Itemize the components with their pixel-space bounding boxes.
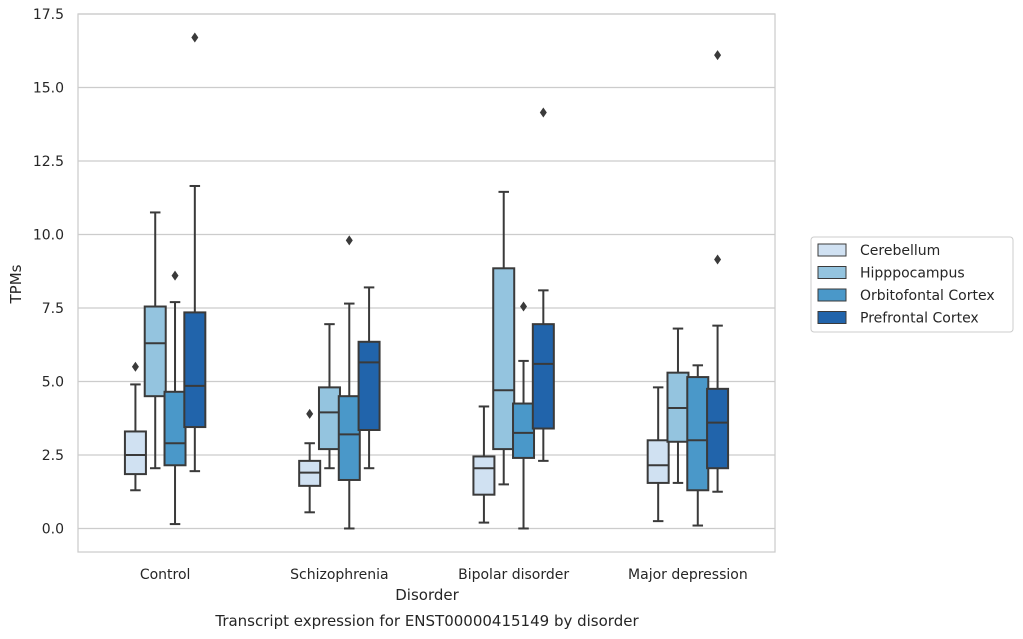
y-axis-ticks: 0.0 2.5 5.0 7.5 10.0 12.5 15.0 17.5 [33,7,64,537]
y-tick-label: 17.5 [33,7,64,23]
box-2-1 [492,190,516,486]
legend-swatch [817,266,847,279]
y-tick-label: 12.5 [33,154,64,170]
x-tick-label: Bipolar disorder [458,567,569,583]
outlier-point [171,270,179,281]
box-3-2 [686,364,710,527]
box-iqr [706,387,730,470]
box-iqr [512,402,536,459]
box-1-1 [317,323,341,470]
box-2-3 [531,107,555,462]
y-tick-label: 15.0 [33,80,64,96]
legend-label: Prefrontal Cortex [860,311,979,327]
x-tick-label: Schizophrenia [290,567,388,583]
box-1-2 [337,235,361,530]
y-tick-label: 10.0 [33,227,64,243]
box-0-2 [163,270,187,526]
plot-area-frame [77,13,776,553]
legend-swatch [817,243,847,257]
outlier-point [131,361,139,372]
y-tick-label: 0.0 [42,521,64,537]
legend-swatch [817,288,847,302]
box-3-3 [706,50,730,493]
box-iqr [337,395,361,481]
outlier-point [714,50,722,61]
box-iqr [531,323,555,430]
chart-caption: Transcript expression for ENST0000041514… [214,612,639,630]
box-iqr [492,267,516,451]
legend-frame [810,236,1014,333]
box-iqr [163,390,187,467]
box-iqr [183,311,207,429]
y-tick-label: 2.5 [42,448,64,464]
box-3-1 [666,327,690,484]
box-iqr [123,430,147,476]
legend-label: Orbitofontal Cortex [860,288,995,304]
legend-swatch [817,311,847,324]
box-3-0 [646,386,670,523]
box-0-1 [143,211,167,470]
y-tick-label: 5.0 [42,374,64,390]
outlier-point [345,235,353,246]
box-1-3 [357,286,381,470]
box-0-0 [123,361,147,492]
legend: Cerebellum Hipppocampus Orbitofontal Corte… [810,236,1014,333]
x-axis-ticks: Control Schizophrenia Bipolar disorder Majo… [140,567,748,583]
box-iqr [686,376,710,492]
box-iqr [646,439,670,484]
y-tick-label: 7.5 [42,301,64,317]
outlier-point [520,301,528,312]
box-iqr [472,455,496,496]
box-0-3 [183,32,207,473]
y-axis-label: TPMs [7,264,25,304]
box-iqr [317,386,341,451]
outlier-point [191,32,199,43]
box-1-0 [298,408,322,514]
outlier-point [714,254,722,265]
legend-label: Hipppocampus [860,266,965,282]
box-iqr [357,340,381,431]
x-tick-label: Control [140,567,191,583]
x-tick-label: Major depression [628,567,748,583]
x-axis-label: Disorder [395,586,459,604]
box-iqr [143,305,167,398]
outlier-point [539,107,547,118]
boxes [123,32,730,530]
box-2-2 [512,301,536,530]
box-2-0 [472,405,496,524]
legend-label: Cerebellum [860,243,940,259]
outlier-point [306,408,314,419]
